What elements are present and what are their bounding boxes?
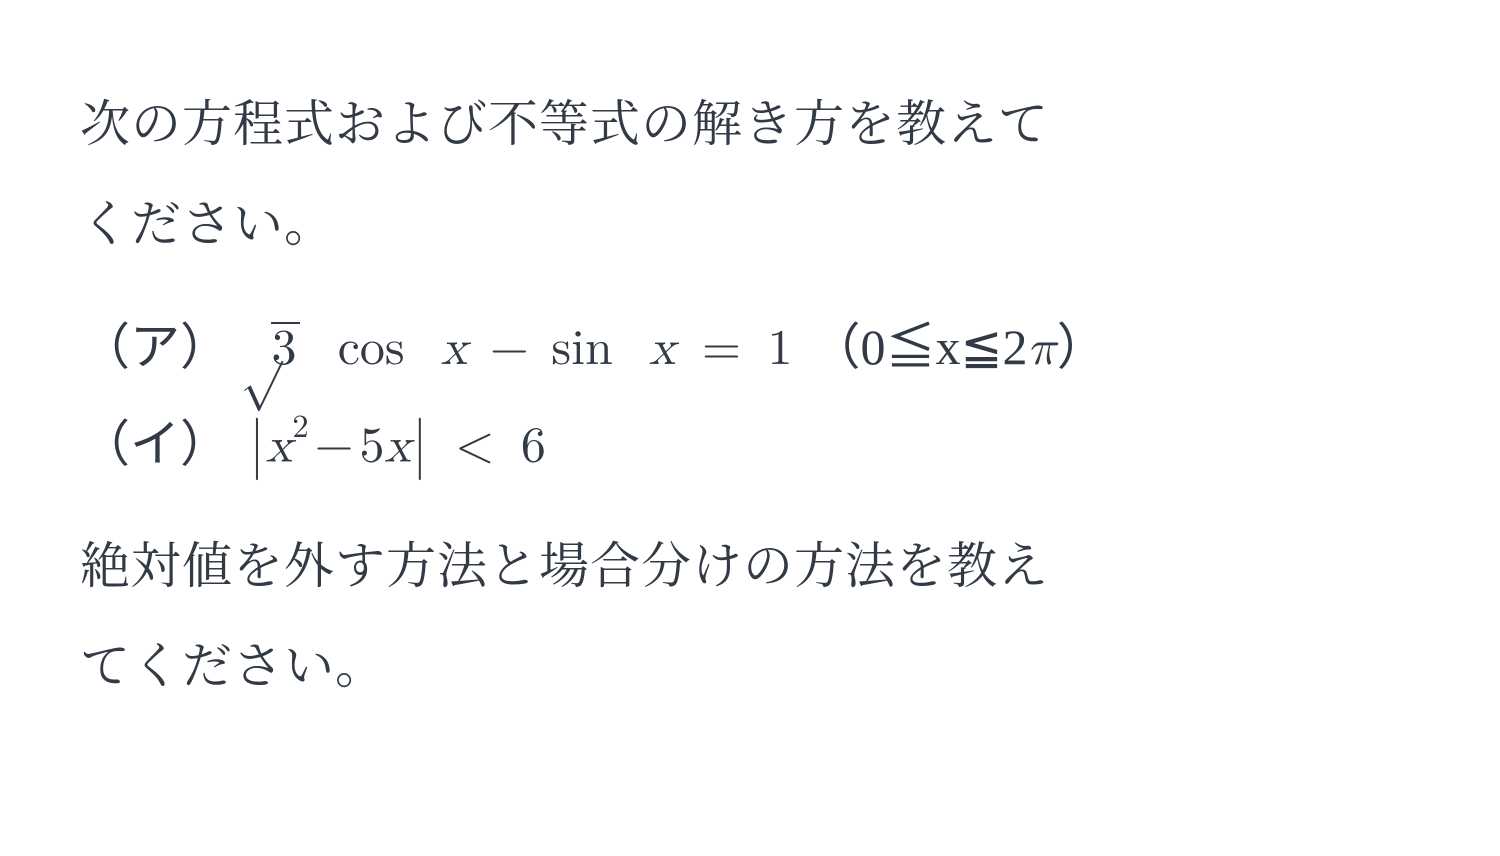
rhs-1: 1 [768, 324, 793, 374]
page: 次の方程式および不等式の解き方を教えて ください。 （ア） 3 cos x − … [0, 0, 1500, 752]
minus-b: − [309, 421, 360, 471]
less-than: < [445, 421, 504, 471]
range-open: （ [811, 319, 861, 375]
exponent-2: 2 [292, 412, 308, 444]
intro-line-1: 次の方程式および不等式の解き方を教えて [80, 84, 1049, 156]
sqrt-argument: 3 [271, 322, 300, 374]
var-x-b2: x [384, 421, 410, 471]
range-var: x [936, 319, 961, 375]
followup-line-1: 絶対値を外す方法と場合分けの方法を教え [80, 526, 1049, 598]
problem-a-label: （ア） [80, 300, 230, 395]
le-1: ≦ [886, 319, 936, 375]
coef-5: 5 [359, 421, 384, 471]
problem-a-range: （0≦x≦2π） [811, 300, 1107, 397]
abs-close: | [411, 387, 429, 506]
followup-paragraph: 絶対値を外す方法と場合分けの方法を教え てください。 [80, 512, 1420, 712]
range-lo: 0 [861, 319, 886, 375]
range-hi-coeff: 2 [1002, 319, 1027, 375]
followup-line-2: てください。 [80, 626, 386, 698]
equals: = [692, 324, 751, 374]
var-x-1: x [441, 324, 467, 374]
problem-b: （イ） |x2−5x| < 6 [80, 397, 1420, 494]
problems-block: （ア） 3 cos x − sin x = 1 （0≦x≦2π） （イ） [80, 300, 1420, 494]
abs-open: | [248, 387, 266, 506]
pi-symbol: π [1027, 324, 1056, 374]
sqrt-icon: 3 [248, 302, 300, 397]
problem-b-label: （イ） [80, 397, 230, 492]
minus-1: − [484, 324, 535, 374]
intro-line-2: ください。 [80, 184, 335, 256]
var-x-2: x [649, 324, 675, 374]
problem-b-expression: |x2−5x| < 6 [248, 398, 546, 494]
var-x-b1: x [266, 421, 292, 471]
problem-a: （ア） 3 cos x − sin x = 1 （0≦x≦2π） [80, 300, 1420, 397]
intro-paragraph: 次の方程式および不等式の解き方を教えて ください。 [80, 70, 1420, 270]
problem-a-expression: 3 cos x − sin x = 1 [248, 302, 793, 397]
le-2: ≦ [961, 319, 1003, 375]
range-close: ） [1057, 319, 1107, 375]
cos-fn: cos [338, 324, 405, 374]
rhs-6: 6 [521, 421, 546, 471]
sin-fn: sin [551, 324, 612, 374]
